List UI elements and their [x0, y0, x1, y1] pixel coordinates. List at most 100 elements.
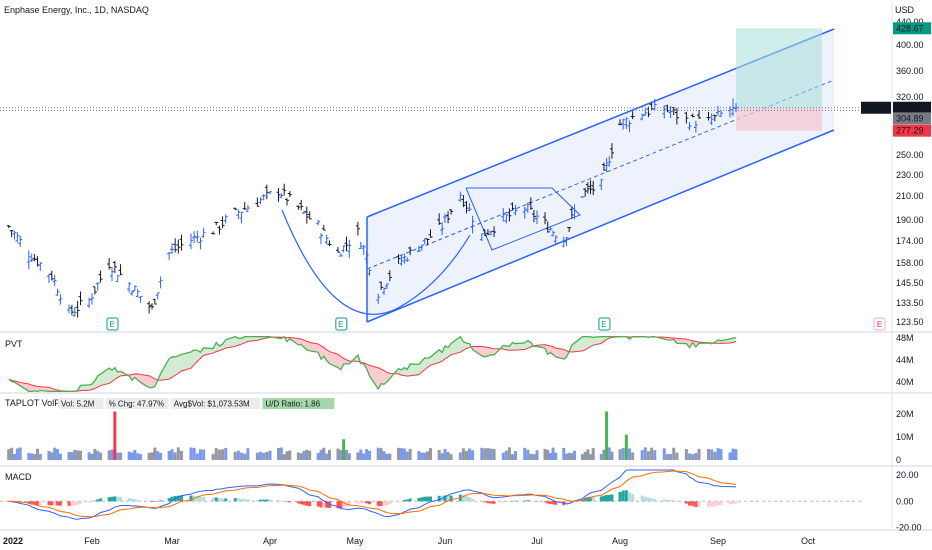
earnings-label: E — [601, 320, 606, 329]
macd-histogram-bar — [426, 496, 430, 502]
volume-bar — [570, 453, 574, 460]
volume-bar — [67, 452, 71, 460]
macd-histogram-bar — [368, 501, 372, 505]
macd-histogram-bar — [385, 501, 389, 506]
volume-bar — [417, 451, 421, 460]
volume-bar — [305, 449, 309, 460]
macd-histogram-bar — [624, 490, 628, 502]
volume-bar — [535, 450, 539, 460]
macd-histogram-bar — [728, 501, 732, 505]
macd-histogram-bar — [167, 498, 171, 502]
volume-bar — [507, 447, 511, 460]
volume-bar — [546, 449, 550, 460]
pvt-fill-segment — [31, 385, 35, 392]
macd-histogram-bar — [224, 498, 228, 502]
pvt-tick-label: 44M — [896, 355, 914, 365]
cup-curve — [281, 209, 471, 315]
pvt-fill-segment — [160, 358, 170, 381]
price-tick-label: 210.00 — [896, 191, 924, 201]
volume-bar — [7, 449, 11, 460]
pvt-fill-segment — [114, 367, 118, 380]
macd-histogram-bar — [376, 501, 380, 506]
pvt-tick-label: 40M — [896, 377, 914, 387]
macd-histogram-bar — [483, 501, 487, 503]
macd-histogram-bar — [305, 501, 309, 506]
volume-bar — [150, 452, 154, 460]
earnings-label: E — [877, 320, 882, 329]
macd-histogram-bar — [159, 500, 163, 502]
volume-bar — [408, 448, 412, 460]
price-tick-label: 440.00 — [896, 17, 924, 27]
macd-histogram-bar — [602, 495, 606, 502]
macd-histogram-bar — [489, 501, 493, 504]
pvt-fill-segment — [321, 345, 324, 360]
pvt-fill-segment — [547, 345, 551, 355]
macd-histogram-bar — [643, 496, 647, 502]
macd-pane[interactable] — [0, 469, 862, 520]
pvt-fill-segment — [381, 369, 385, 385]
volume-bar — [127, 451, 131, 460]
price-tick-label: 230.00 — [896, 170, 924, 180]
macd-histogram-bar — [96, 499, 100, 502]
pvt-fill-segment — [407, 363, 411, 377]
macd-tick-label: 20.00 — [896, 470, 919, 480]
volume-bar — [443, 449, 447, 460]
macd-histogram-bar — [268, 499, 272, 502]
macd-histogram-bar — [621, 490, 625, 502]
macd-histogram-bar — [150, 501, 154, 502]
macd-histogram-bar — [255, 499, 259, 502]
volume-stat: Avg$Vol: $1,073.53M — [170, 398, 261, 409]
volume-bar — [73, 449, 77, 460]
macd-histogram-bar — [567, 501, 571, 505]
time-axis-label: Aug — [612, 536, 628, 546]
macd-histogram-bar — [437, 495, 441, 502]
volume-bar — [489, 448, 493, 460]
volume-bar — [316, 452, 320, 460]
macd-histogram-bar — [211, 497, 215, 502]
volume-bar — [176, 447, 180, 460]
volume-bar — [319, 449, 323, 460]
volume-bar — [567, 452, 571, 460]
price-tick-label: 145.50 — [896, 278, 924, 288]
macd-histogram-bar — [365, 501, 369, 504]
pvt-fill-segment — [109, 368, 112, 384]
pvt-fill-segment — [112, 367, 115, 382]
volume-bar — [707, 449, 711, 460]
macd-histogram-bar — [388, 501, 392, 505]
volume-bar — [53, 447, 57, 460]
macd-signal-line — [8, 470, 737, 518]
macd-histogram-bar — [336, 501, 340, 509]
macd-histogram-bar — [446, 495, 450, 502]
volume-bar — [50, 452, 54, 460]
pvt-fill-segment — [398, 368, 402, 376]
volume-bar — [643, 447, 647, 460]
volume-bar — [379, 448, 383, 460]
macd-histogram-bar — [259, 499, 263, 502]
macd-histogram-bar — [296, 501, 300, 504]
pvt-fill-segment — [326, 349, 330, 364]
earnings-label: E — [338, 320, 343, 329]
volume-bar — [214, 448, 218, 460]
time-axis-label: Jun — [438, 536, 453, 546]
volume-bar — [233, 451, 237, 460]
volume-bar — [130, 452, 134, 460]
macd-histogram-bar — [631, 494, 635, 502]
volume-pane[interactable] — [7, 411, 738, 460]
stop-price-badge: 277.29 — [893, 124, 931, 137]
macd-histogram-bar — [76, 501, 80, 505]
macd-histogram-bar — [402, 499, 406, 502]
volume-bar — [110, 449, 114, 460]
pvt-pane[interactable] — [8, 335, 737, 393]
volume-bar — [662, 448, 666, 460]
volume-bar — [322, 447, 326, 460]
macd-histogram-bar — [423, 496, 427, 502]
volume-bar — [221, 449, 225, 460]
pvt-fill-segment — [676, 338, 687, 344]
pvt-fill-segment — [338, 354, 341, 370]
macd-histogram-bar — [551, 501, 555, 505]
pvt-title: PVT — [5, 339, 23, 349]
symbol-badge-bg — [861, 101, 891, 114]
